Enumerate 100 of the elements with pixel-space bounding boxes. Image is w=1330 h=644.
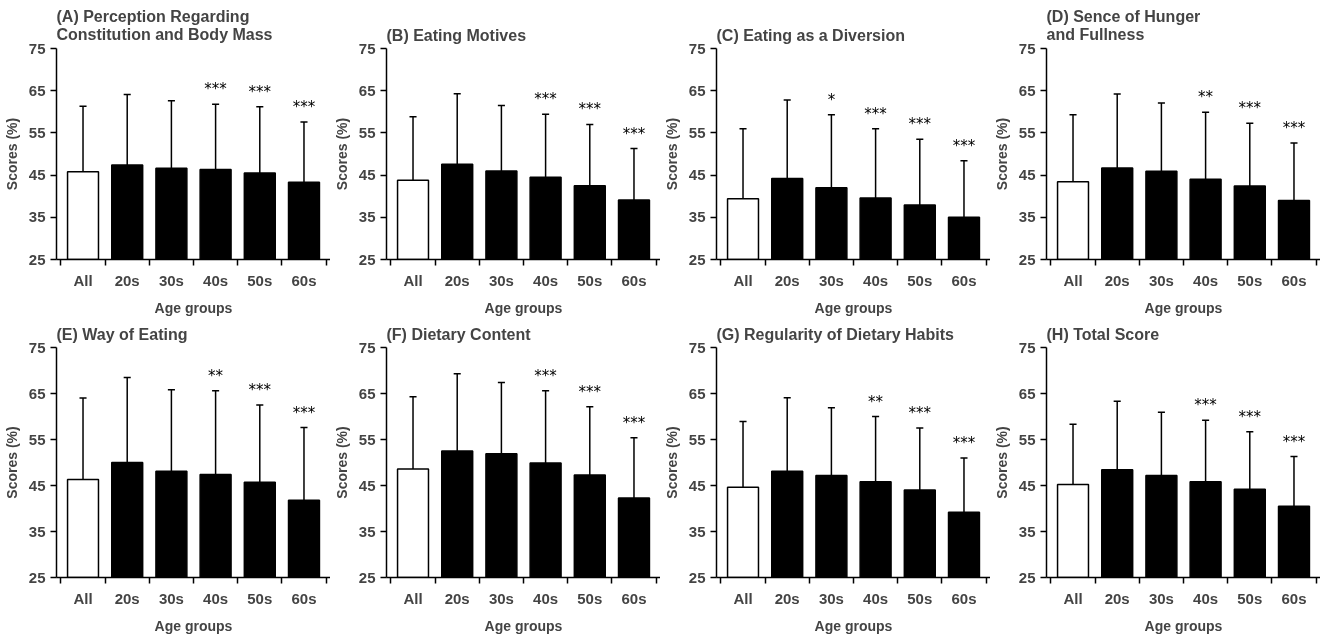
y-tick-label: 25 [688, 568, 706, 586]
x-tick-label: All [73, 589, 93, 607]
y-axis-title: Scores (%) [663, 426, 680, 499]
annotation: *** [1282, 432, 1306, 451]
annotation: *** [908, 404, 932, 422]
annotation: *** [952, 136, 976, 155]
x-tick-label: 20s [1104, 271, 1130, 289]
x-tick-label: 40s [1193, 589, 1219, 607]
annotation: ** [868, 392, 884, 411]
y-tick-label: 25 [28, 250, 46, 268]
y-tick-label: 55 [688, 123, 706, 141]
x-tick-label: 60s [291, 589, 317, 607]
x-tick-label: 30s [818, 271, 844, 289]
x-tick-label: 30s [1148, 271, 1174, 289]
chart-title: (A) Perception Regarding Constitution and Body Mass [56, 7, 273, 44]
y-tick-label: 75 [1018, 338, 1036, 356]
x-tick-label: All [733, 589, 753, 607]
x-axis-title: Age groups [1144, 617, 1223, 634]
chart-title: (E) Way of Eating [56, 325, 188, 343]
x-tick-label: 20s [114, 589, 140, 607]
y-tick-label: 65 [358, 81, 376, 99]
x-axis-title: Age groups [154, 617, 233, 634]
x-tick-label: All [1063, 589, 1083, 607]
y-tick-label: 45 [688, 476, 706, 494]
x-tick-label: 20s [1104, 589, 1130, 607]
annotation: *** [534, 90, 558, 109]
y-tick-label: 35 [1018, 522, 1036, 540]
x-tick-label: 50s [577, 589, 603, 607]
x-tick-label: 30s [488, 589, 514, 607]
x-tick-label: 50s [1237, 589, 1263, 607]
annotation: * [827, 90, 836, 109]
x-axis-title: Age groups [1144, 299, 1223, 316]
y-tick-label: 75 [688, 39, 706, 57]
x-tick-label: All [403, 271, 423, 289]
y-axis-title: Scores (%) [3, 117, 20, 191]
x-tick-label: All [73, 271, 93, 289]
y-tick-label: 25 [688, 250, 706, 268]
x-tick-label: 40s [533, 589, 559, 607]
x-axis-title: Age groups [484, 617, 563, 634]
y-tick-label: 35 [358, 522, 376, 540]
y-axis-title: Scores (%) [333, 426, 350, 499]
x-tick-label: 40s [203, 589, 229, 607]
y-tick-label: 65 [28, 81, 46, 99]
y-tick-label: 75 [358, 39, 376, 57]
y-tick-label: 65 [688, 384, 706, 402]
x-tick-label: 40s [863, 271, 889, 289]
y-tick-label: 45 [358, 166, 376, 184]
y-tick-label: 45 [358, 476, 376, 494]
y-tick-label: 55 [28, 430, 46, 448]
x-tick-label: 40s [1193, 271, 1219, 289]
x-axis-title: Age groups [814, 299, 893, 316]
y-tick-label: 75 [28, 39, 46, 57]
annotation: *** [248, 82, 272, 101]
y-tick-label: 45 [688, 166, 706, 184]
chart-title: (C) Eating as a Diversion [716, 26, 905, 44]
y-tick-label: 45 [28, 166, 46, 184]
x-tick-label: 40s [203, 271, 229, 289]
y-tick-label: 35 [688, 208, 706, 226]
annotation: *** [864, 104, 888, 123]
x-tick-label: All [403, 589, 423, 607]
y-tick-label: 35 [1018, 208, 1036, 226]
x-axis-title: Age groups [814, 617, 893, 634]
annotation: *** [578, 382, 602, 401]
y-tick-label: 35 [28, 522, 46, 540]
chart-title: (H) Total Score [1046, 325, 1160, 343]
annotation: *** [1194, 396, 1218, 415]
annotation: ** [1198, 88, 1214, 107]
x-tick-label: 40s [863, 589, 889, 607]
annotation: *** [1282, 119, 1306, 138]
y-tick-label: 25 [1018, 568, 1036, 586]
x-tick-label: 20s [774, 271, 800, 289]
y-tick-label: 35 [28, 208, 46, 226]
x-tick-label: 20s [444, 271, 470, 289]
y-axis-title: Scores (%) [333, 117, 350, 191]
x-tick-label: 20s [114, 271, 140, 289]
x-tick-label: 30s [818, 589, 844, 607]
y-tick-label: 45 [1018, 166, 1036, 184]
x-tick-label: 60s [1281, 271, 1307, 289]
x-tick-label: 20s [774, 589, 800, 607]
y-tick-label: 55 [688, 430, 706, 448]
x-tick-label: 60s [1281, 589, 1307, 607]
x-tick-label: 50s [907, 271, 933, 289]
y-tick-label: 55 [1018, 123, 1036, 141]
x-tick-label: 20s [444, 589, 470, 607]
annotation: *** [1238, 99, 1262, 118]
x-tick-label: All [733, 271, 753, 289]
x-tick-label: 30s [158, 271, 184, 289]
y-tick-label: 25 [28, 568, 46, 586]
y-axis-title: Scores (%) [3, 426, 20, 499]
y-tick-label: 65 [1018, 384, 1036, 402]
x-axis-title: Age groups [484, 299, 563, 316]
annotation: *** [908, 115, 932, 134]
annotation: *** [622, 413, 646, 432]
x-tick-label: 50s [1237, 271, 1263, 289]
y-tick-label: 65 [28, 384, 46, 402]
y-axis-title: Scores (%) [993, 117, 1010, 191]
annotation: ** [208, 366, 224, 385]
x-tick-label: All [1063, 271, 1083, 289]
y-tick-label: 55 [358, 430, 376, 448]
annotation: *** [534, 366, 558, 385]
